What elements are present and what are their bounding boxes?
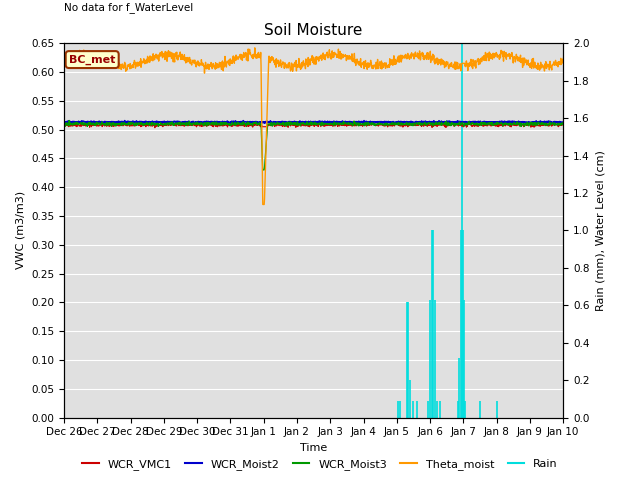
WCR_Moist2 [60,119,68,125]
Line: WCR_VMC1: WCR_VMC1 [64,121,563,128]
WCR_Moist3 [65,118,73,123]
Theta_moist [259,202,267,207]
Text: No data for f_WaterLevel: No data for f_WaterLevel [64,2,193,13]
WCR_Moist3 [259,167,267,173]
WCR_Moist2 [263,120,271,126]
Line: Theta_moist: Theta_moist [64,48,563,204]
WCR_VMC1 [392,121,399,127]
Theta_moist [251,45,259,51]
Text: BC_met: BC_met [69,54,115,65]
WCR_Moist2 [559,120,567,125]
WCR_Moist2 [392,120,399,126]
WCR_VMC1 [228,122,236,128]
WCR_Moist2 [121,118,129,123]
WCR_VMC1 [457,122,465,128]
Legend: WCR_VMC1, WCR_Moist2, WCR_Moist3, Theta_moist, Rain: WCR_VMC1, WCR_Moist2, WCR_Moist3, Theta_… [77,455,563,474]
X-axis label: Time: Time [300,443,327,453]
WCR_VMC1 [151,125,159,131]
Y-axis label: VWC (m3/m3): VWC (m3/m3) [15,192,26,269]
Title: Soil Moisture: Soil Moisture [264,23,363,38]
WCR_VMC1 [132,119,140,124]
WCR_Moist3 [392,121,399,127]
Line: WCR_Moist3: WCR_Moist3 [64,120,563,170]
WCR_VMC1 [559,121,567,127]
Theta_moist [227,58,235,63]
WCR_Moist3 [159,121,167,127]
WCR_Moist2 [227,120,235,125]
WCR_Moist2 [172,119,179,125]
Theta_moist [171,51,179,57]
Line: WCR_Moist2: WCR_Moist2 [64,120,563,123]
Theta_moist [392,57,399,62]
WCR_VMC1 [160,121,168,127]
WCR_VMC1 [500,121,508,127]
Theta_moist [60,58,68,63]
WCR_Moist3 [500,121,508,127]
Theta_moist [500,53,508,59]
Theta_moist [457,65,465,71]
WCR_Moist2 [457,119,465,124]
Theta_moist [559,56,567,61]
WCR_VMC1 [60,122,68,128]
WCR_Moist3 [559,121,567,127]
WCR_VMC1 [172,123,180,129]
WCR_Moist3 [172,120,179,126]
WCR_Moist2 [500,120,508,125]
Theta_moist [159,53,166,59]
Y-axis label: Rain (mm), Water Level (cm): Rain (mm), Water Level (cm) [595,150,605,311]
WCR_Moist2 [159,120,167,125]
WCR_Moist3 [227,122,235,128]
WCR_Moist3 [60,123,68,129]
WCR_Moist3 [457,120,465,126]
